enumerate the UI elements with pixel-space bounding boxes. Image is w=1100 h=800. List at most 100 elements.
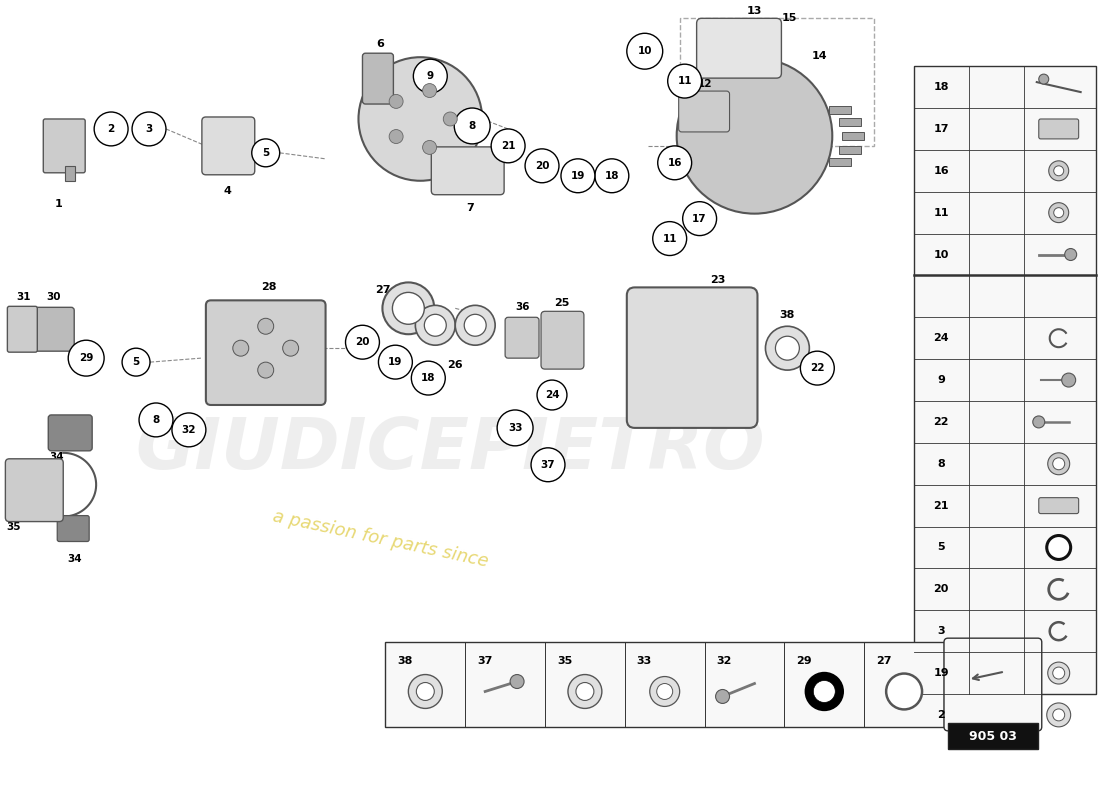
Text: 3: 3 <box>937 626 945 636</box>
Text: 5: 5 <box>132 357 140 367</box>
FancyBboxPatch shape <box>43 119 85 173</box>
Circle shape <box>455 306 495 345</box>
Circle shape <box>416 306 455 345</box>
Circle shape <box>1048 161 1069 181</box>
Text: 22: 22 <box>933 417 949 427</box>
Text: 33: 33 <box>508 423 522 433</box>
Circle shape <box>283 340 298 356</box>
Circle shape <box>1062 373 1076 387</box>
Bar <box>828 158 850 166</box>
Circle shape <box>510 674 524 689</box>
Circle shape <box>676 58 833 214</box>
Circle shape <box>650 677 680 706</box>
Circle shape <box>1053 709 1065 721</box>
FancyBboxPatch shape <box>31 307 74 351</box>
Circle shape <box>657 683 673 699</box>
Text: 18: 18 <box>605 170 619 181</box>
Text: 12: 12 <box>697 79 712 89</box>
Text: 23: 23 <box>710 275 725 286</box>
Text: 905 03: 905 03 <box>969 730 1016 743</box>
Circle shape <box>257 362 274 378</box>
Circle shape <box>122 348 150 376</box>
FancyBboxPatch shape <box>48 415 92 451</box>
Circle shape <box>257 318 274 334</box>
Circle shape <box>464 314 486 336</box>
Text: 16: 16 <box>668 158 682 168</box>
Circle shape <box>683 202 716 235</box>
Circle shape <box>443 112 458 126</box>
Circle shape <box>132 112 166 146</box>
Circle shape <box>383 282 434 334</box>
Circle shape <box>1053 667 1065 679</box>
FancyBboxPatch shape <box>505 318 539 358</box>
Circle shape <box>1033 416 1045 428</box>
Text: 32: 32 <box>182 425 196 435</box>
Circle shape <box>411 361 446 395</box>
Circle shape <box>68 340 104 376</box>
Circle shape <box>627 34 662 69</box>
Text: 36: 36 <box>515 302 529 312</box>
Text: 34: 34 <box>67 554 81 565</box>
Text: 33: 33 <box>637 656 652 666</box>
Text: 19: 19 <box>571 170 585 181</box>
Bar <box>385 642 944 727</box>
Text: 30: 30 <box>46 292 60 302</box>
Circle shape <box>497 410 534 446</box>
Circle shape <box>716 690 729 703</box>
Text: 35: 35 <box>7 522 21 531</box>
Text: 37: 37 <box>541 460 556 470</box>
Circle shape <box>1054 166 1064 176</box>
Circle shape <box>1053 458 1065 470</box>
Text: 8: 8 <box>937 458 945 469</box>
Circle shape <box>537 380 566 410</box>
Text: 19: 19 <box>933 668 949 678</box>
Text: 10: 10 <box>638 46 652 56</box>
Text: 5: 5 <box>262 148 270 158</box>
Circle shape <box>378 345 412 379</box>
Circle shape <box>652 222 686 255</box>
Bar <box>839 118 860 126</box>
Text: 24: 24 <box>933 334 949 343</box>
FancyBboxPatch shape <box>914 66 1096 694</box>
Text: 26: 26 <box>448 360 463 370</box>
Text: 1: 1 <box>54 198 62 209</box>
Text: 27: 27 <box>877 656 892 666</box>
FancyBboxPatch shape <box>202 117 255 174</box>
Text: 10: 10 <box>933 250 948 259</box>
Text: 9: 9 <box>427 71 433 81</box>
Circle shape <box>1047 453 1069 474</box>
Text: 2: 2 <box>937 710 945 720</box>
Circle shape <box>561 159 595 193</box>
Text: 38: 38 <box>397 656 412 666</box>
Text: 4: 4 <box>224 186 232 196</box>
FancyBboxPatch shape <box>431 147 504 194</box>
Text: 9: 9 <box>937 375 945 385</box>
Text: GIUDICEPIETRO: GIUDICEPIETRO <box>135 415 764 484</box>
Circle shape <box>1047 703 1070 727</box>
FancyBboxPatch shape <box>541 311 584 369</box>
Circle shape <box>95 112 128 146</box>
Text: 38: 38 <box>780 310 795 320</box>
Text: 11: 11 <box>933 208 949 218</box>
Text: 21: 21 <box>933 501 949 510</box>
Text: 20: 20 <box>933 584 948 594</box>
Bar <box>948 723 1037 749</box>
Text: 32: 32 <box>716 656 732 666</box>
Bar <box>843 132 865 140</box>
Circle shape <box>887 674 922 710</box>
Circle shape <box>345 326 379 359</box>
Circle shape <box>766 326 810 370</box>
Circle shape <box>491 129 525 163</box>
Circle shape <box>1065 249 1077 261</box>
Circle shape <box>1038 74 1048 84</box>
Bar <box>65 166 75 181</box>
Text: 13: 13 <box>747 6 762 16</box>
Circle shape <box>389 130 403 143</box>
Text: 21: 21 <box>500 141 516 151</box>
Text: 2: 2 <box>108 124 114 134</box>
Circle shape <box>1048 202 1069 222</box>
Bar <box>839 146 860 154</box>
Circle shape <box>408 674 442 709</box>
Text: 27: 27 <box>375 286 390 295</box>
Text: 16: 16 <box>933 166 949 176</box>
